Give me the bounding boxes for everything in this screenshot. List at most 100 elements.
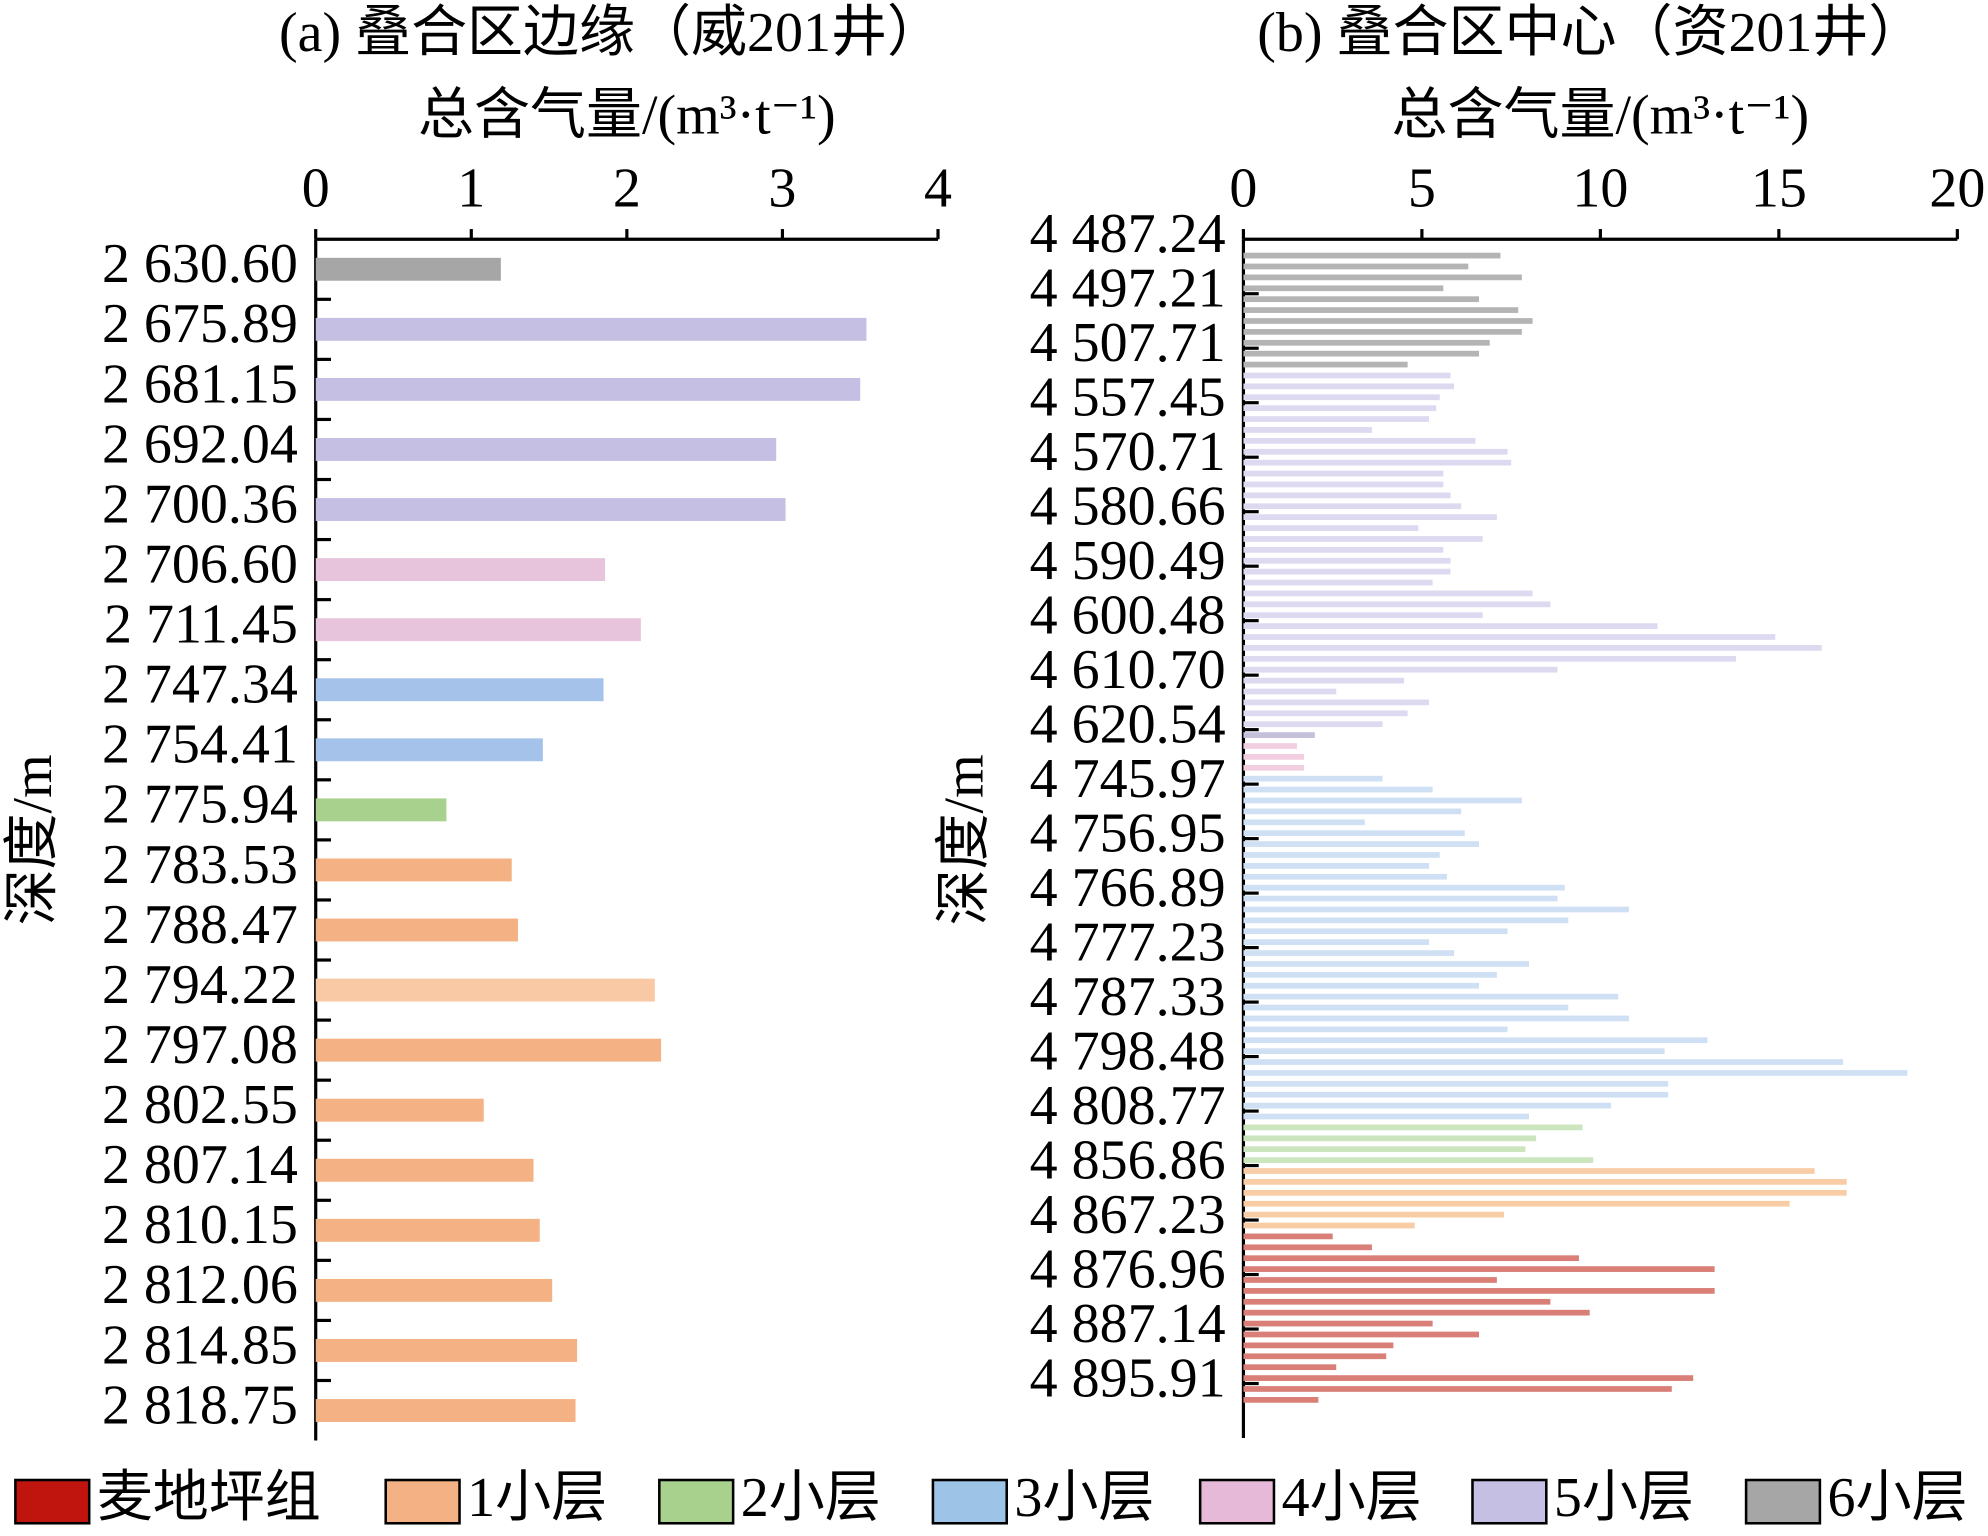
- bar: [1243, 721, 1383, 728]
- bar: [1243, 655, 1737, 662]
- bar: [1243, 1331, 1480, 1338]
- bar: [1243, 1080, 1669, 1087]
- bar: [1243, 339, 1490, 346]
- bar: [315, 317, 867, 341]
- bar: [1243, 710, 1408, 717]
- panel-title: (b) 叠合区中心（资201井）: [1257, 2, 1924, 64]
- y-tick-label: 4 600.48: [1030, 585, 1226, 647]
- x-tick-label: 1: [457, 157, 485, 219]
- panel-title: (a) 叠合区边缘（威201井）: [279, 2, 943, 64]
- bar: [1243, 579, 1433, 586]
- y-tick-label: 2 706.60: [102, 533, 298, 595]
- bar: [1243, 1364, 1337, 1371]
- bar: [1243, 383, 1455, 390]
- bar: [1243, 895, 1558, 902]
- x-tick-label: 0: [302, 157, 330, 219]
- bar: [315, 558, 606, 582]
- bar: [315, 1098, 484, 1122]
- bar: [315, 438, 777, 461]
- legend-label: 4小层: [1282, 1467, 1422, 1529]
- y-tick-label: 2 630.60: [102, 233, 298, 295]
- bar: [1243, 437, 1476, 444]
- bar: [1243, 830, 1465, 837]
- bar: [1243, 416, 1430, 422]
- bar: [1243, 481, 1444, 488]
- bar: [1243, 612, 1483, 619]
- x-tick-label: 0: [1229, 157, 1257, 219]
- y-tick-label: 4 557.45: [1030, 367, 1226, 429]
- bar: [1243, 1124, 1583, 1131]
- bar: [1243, 732, 1315, 738]
- y-tick-label: 4 497.21: [1030, 258, 1226, 320]
- legend-label: 2小层: [741, 1467, 881, 1529]
- bar: [1243, 590, 1533, 597]
- y-tick-label: 4 798.48: [1030, 1020, 1226, 1082]
- bar: [1243, 394, 1440, 401]
- bar: [1243, 1277, 1497, 1283]
- y-tick-label: 2 692.04: [102, 413, 298, 475]
- bar: [315, 1339, 578, 1362]
- y-tick-label: 2 783.53: [102, 834, 298, 896]
- bar: [1243, 252, 1501, 259]
- bar: [1243, 688, 1337, 695]
- bar: [1243, 448, 1508, 455]
- bar: [1243, 1146, 1526, 1153]
- bar: [1243, 1059, 1844, 1065]
- x-tick-label: 3: [768, 157, 796, 219]
- bar: [1243, 852, 1440, 858]
- x-tick-label: 10: [1572, 157, 1628, 219]
- bar: [1243, 993, 1619, 1000]
- bar: [1243, 982, 1480, 989]
- bar: [1243, 536, 1483, 542]
- y-tick-label: 2 788.47: [102, 894, 298, 956]
- bar: [1243, 568, 1451, 575]
- bar: [1243, 427, 1372, 433]
- x-axis-label: 总含气量/(m³·t⁻¹): [1392, 85, 1810, 147]
- y-tick-label: 4 610.70: [1030, 639, 1226, 701]
- y-tick-label: 2 797.08: [102, 1014, 298, 1076]
- bar: [1243, 1113, 1529, 1120]
- y-tick-label: 2 700.36: [102, 473, 298, 535]
- legend-label: 1小层: [467, 1467, 607, 1529]
- y-tick-label: 4 856.86: [1030, 1129, 1226, 1191]
- y-tick-label: 2 747.34: [102, 654, 298, 716]
- bar: [315, 858, 512, 882]
- x-tick-label: 20: [1929, 157, 1985, 219]
- bar: [315, 1399, 576, 1422]
- bar: [1243, 1298, 1551, 1305]
- bar: [1243, 1091, 1669, 1098]
- bar: [1243, 917, 1569, 924]
- legend-label: 3小层: [1014, 1467, 1154, 1529]
- y-axis-label: 深度/m: [934, 754, 996, 925]
- bar: [1243, 928, 1508, 935]
- legend-swatch: [1471, 1478, 1548, 1525]
- bar: [1243, 873, 1447, 880]
- bar: [1243, 786, 1433, 793]
- y-tick-label: 4 507.71: [1030, 312, 1226, 374]
- bar: [315, 1218, 540, 1242]
- legend-swatch: [658, 1478, 735, 1525]
- bar: [1243, 1037, 1708, 1044]
- y-tick-label: 2 794.22: [102, 954, 298, 1016]
- bar: [1243, 645, 1822, 651]
- bar: [1243, 699, 1430, 706]
- bar: [315, 918, 518, 942]
- bar: [1243, 950, 1455, 956]
- x-tick-label: 15: [1751, 157, 1807, 219]
- bar: [1243, 350, 1480, 357]
- bar: [1243, 764, 1305, 771]
- y-tick-label: 4 867.23: [1030, 1184, 1226, 1246]
- bar: [315, 257, 501, 281]
- bar: [1243, 1070, 1908, 1076]
- bar: [1243, 274, 1522, 281]
- y-tick-label: 2 675.89: [102, 293, 298, 355]
- y-tick-label: 2 818.75: [102, 1374, 298, 1436]
- bar: [1243, 797, 1522, 804]
- bar: [1243, 1288, 1715, 1294]
- y-tick-label: 4 808.77: [1030, 1075, 1226, 1137]
- bar: [1243, 601, 1551, 608]
- bar: [1243, 1135, 1537, 1142]
- y-tick-label: 4 487.24: [1030, 203, 1226, 265]
- bar: [1243, 1211, 1505, 1218]
